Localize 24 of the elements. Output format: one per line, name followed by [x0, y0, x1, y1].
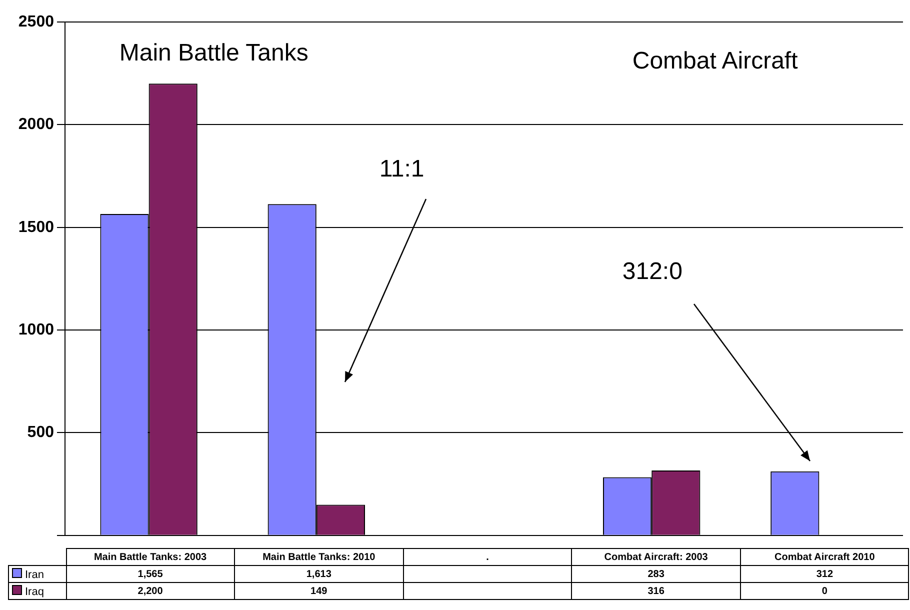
- y-tick-label: 500: [27, 424, 54, 442]
- y-tick-label: 1500: [18, 218, 54, 236]
- data-label: 0: [740, 582, 909, 600]
- y-tick-label: 1000: [18, 321, 54, 338]
- annotation: 11:1: [379, 156, 424, 183]
- data-label: 283: [572, 566, 740, 582]
- legend-label: Iraq: [8, 582, 66, 600]
- x-tick-label: Combat Aircraft 2010: [740, 548, 909, 566]
- x-tick-label: Combat Aircraft: 2003: [572, 548, 740, 566]
- x-tick-label: Main Battle Tanks: 2003: [66, 548, 235, 566]
- x-tick-label: Main Battle Tanks: 2010: [234, 548, 404, 566]
- annotation: 312:0: [622, 258, 682, 286]
- annotation: Combat Aircraft: [632, 48, 798, 75]
- data-label: 316: [572, 582, 740, 600]
- data-label: 1,613: [234, 566, 404, 582]
- data-label: 2,200: [66, 582, 235, 600]
- annotation: Main Battle Tanks: [119, 40, 308, 67]
- x-tick-label: .: [403, 548, 572, 566]
- y-tick-label: 2500: [18, 13, 54, 30]
- legend-label: Iran: [8, 566, 66, 582]
- data-label: 312: [740, 566, 909, 582]
- y-tick-label: 2000: [18, 116, 54, 134]
- data-label: 149: [234, 582, 404, 600]
- data-label: 1,565: [66, 566, 235, 582]
